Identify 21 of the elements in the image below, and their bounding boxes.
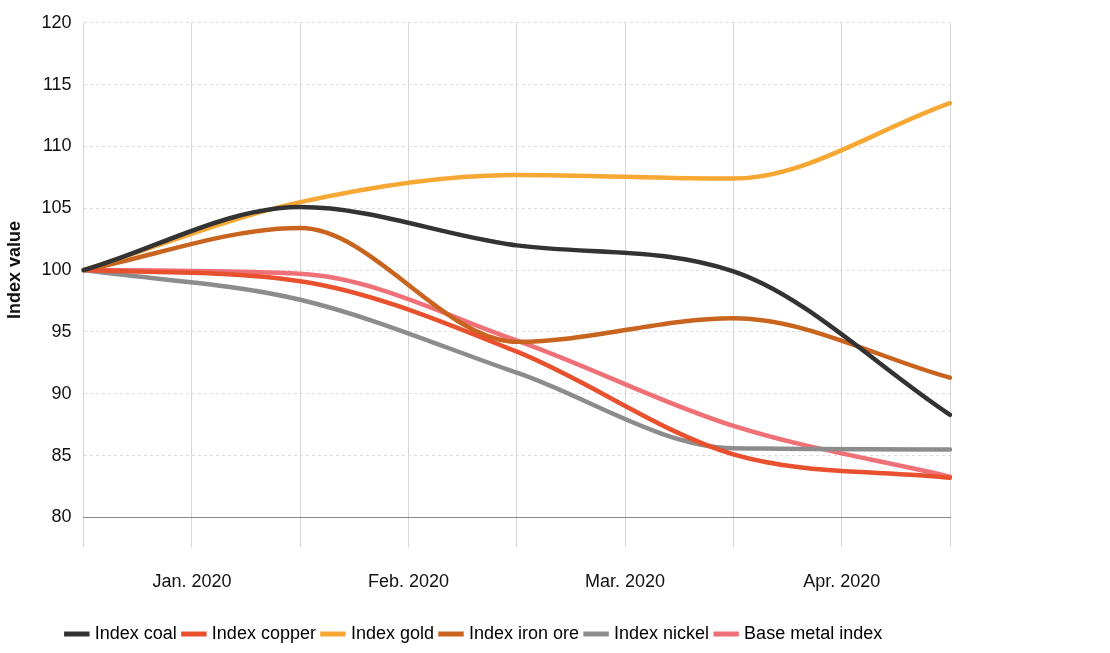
y-tick-label: 85 bbox=[51, 444, 72, 465]
legend-label: Index nickel bbox=[614, 622, 710, 643]
y-tick-label: 95 bbox=[51, 320, 72, 341]
y-tick-label: 110 bbox=[42, 135, 72, 156]
legend-label: Base metal index bbox=[744, 622, 883, 643]
y-tick-label: 120 bbox=[41, 11, 72, 32]
y-tick-label: 115 bbox=[42, 73, 72, 94]
x-tick-label: Jan. 2020 bbox=[152, 571, 232, 592]
y-tick-label: 105 bbox=[41, 197, 72, 218]
x-tick-label: Mar. 2020 bbox=[585, 571, 666, 592]
legend-label: Index coal bbox=[94, 622, 177, 643]
y-tick-label: 80 bbox=[51, 506, 72, 527]
legend-label: Index copper bbox=[211, 622, 316, 643]
line-series bbox=[81, 204, 953, 418]
y-tick-label: 100 bbox=[41, 259, 72, 280]
legend-label: Index iron ore bbox=[469, 622, 580, 643]
x-tick-label: Feb. 2020 bbox=[367, 571, 450, 592]
legend-label: Index gold bbox=[350, 622, 435, 643]
y-tick-label: 90 bbox=[51, 382, 72, 403]
x-tick-label: Apr. 2020 bbox=[803, 571, 881, 592]
y-axis-title: Index value bbox=[3, 221, 24, 320]
